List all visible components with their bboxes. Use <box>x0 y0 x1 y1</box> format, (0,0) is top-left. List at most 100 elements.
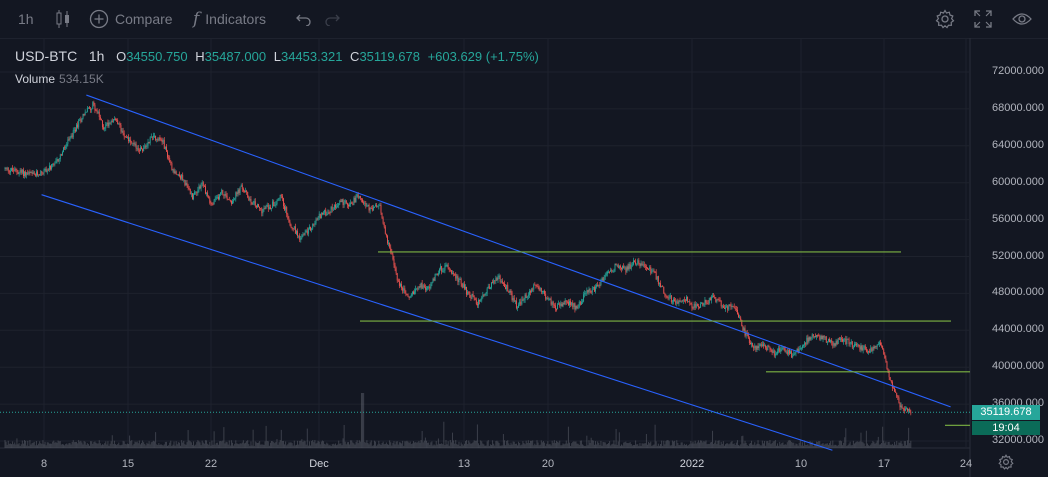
candle-body <box>226 195 228 200</box>
redo-button[interactable] <box>324 0 340 38</box>
candle-body <box>822 335 824 340</box>
candle-body <box>444 265 446 271</box>
volume-bar <box>794 445 796 448</box>
candle-body <box>727 306 729 310</box>
candle-body <box>467 291 469 295</box>
candle-body <box>117 120 119 125</box>
hide-drawings-button[interactable] <box>1012 0 1032 38</box>
candle-body <box>403 288 405 291</box>
candle-body <box>100 119 102 121</box>
candle-body <box>74 129 76 132</box>
fullscreen-button[interactable] <box>974 0 992 38</box>
candle-body <box>261 209 263 214</box>
volume-bar <box>343 424 345 448</box>
candle-body <box>733 306 735 309</box>
volume-bar <box>99 443 101 448</box>
candle-body <box>423 285 425 287</box>
volume-bar <box>903 441 905 448</box>
candle-body <box>161 139 163 143</box>
symbol-name[interactable]: USD-BTC <box>15 48 78 64</box>
candle-body <box>417 288 419 290</box>
volume-bar <box>434 445 436 448</box>
price-chart[interactable] <box>0 38 1048 477</box>
volume-bar <box>129 435 131 448</box>
candle-body <box>39 174 41 176</box>
volume-bar <box>577 443 579 448</box>
candle-body <box>180 176 181 179</box>
undo-button[interactable] <box>296 0 312 38</box>
candle-body <box>549 298 551 300</box>
volume-bar <box>359 441 361 448</box>
candle-body <box>110 120 112 124</box>
axis-settings-button[interactable] <box>998 454 1014 475</box>
candle-body <box>559 303 561 306</box>
channel-upper-trendline[interactable] <box>86 94 951 408</box>
volume-bar <box>302 441 304 448</box>
candle-body <box>651 270 653 274</box>
chart-canvas[interactable]: USD-BTC 1h O34550.750 H35487.000 L34453.… <box>0 38 1048 477</box>
volume-bar <box>732 444 734 448</box>
volume-bar <box>119 445 121 448</box>
volume-bar <box>54 442 56 448</box>
candle-body <box>220 193 222 195</box>
volume-bar <box>29 440 31 448</box>
volume-bar <box>662 445 664 448</box>
interval-button[interactable]: 1h <box>18 0 34 38</box>
volume-bar <box>552 442 554 448</box>
candle-body <box>752 343 754 347</box>
volume-bar <box>745 442 747 448</box>
volume-bar <box>544 442 546 448</box>
candle-body <box>159 137 161 140</box>
volume-bar <box>239 443 241 448</box>
volume-bar <box>176 444 178 448</box>
volume-bar <box>347 442 349 448</box>
candle-body <box>742 326 744 331</box>
candle-body <box>228 199 230 201</box>
volume-bar <box>298 444 300 448</box>
candle-body <box>325 209 327 216</box>
volume-bar <box>632 445 634 448</box>
candle-body <box>884 354 886 359</box>
compare-button[interactable]: Compare <box>89 0 173 38</box>
candle-body <box>796 348 798 351</box>
candle-body <box>400 284 401 286</box>
volume-bar <box>133 443 135 448</box>
volume-bar <box>582 444 584 448</box>
volume-bar <box>89 445 91 448</box>
candle-body <box>445 265 447 266</box>
volume-bar <box>655 441 657 448</box>
candle-body <box>294 226 296 234</box>
candle-body <box>793 353 795 356</box>
candle-body <box>317 217 319 220</box>
volume-bar <box>548 444 550 448</box>
candle-body <box>201 182 203 184</box>
compare-label: Compare <box>115 11 173 27</box>
chart-type-button[interactable] <box>55 0 71 38</box>
volume-bar <box>440 443 442 448</box>
volume-bar <box>360 393 362 448</box>
volume-bar <box>276 439 278 448</box>
candle-body <box>46 169 48 173</box>
volume-bar <box>204 440 206 448</box>
candle-body <box>815 336 816 338</box>
candle-body <box>909 409 911 413</box>
settings-button[interactable] <box>935 0 955 38</box>
volume-bar <box>325 444 327 448</box>
indicators-button[interactable]: f Indicators <box>193 0 266 38</box>
volume-bar <box>887 441 889 448</box>
volume-bar <box>725 444 727 448</box>
candle-body <box>675 301 677 304</box>
ohlc-legend: USD-BTC 1h O34550.750 H35487.000 L34453.… <box>15 48 539 64</box>
volume-bar <box>115 444 117 448</box>
candle-body <box>470 297 472 299</box>
volume-bar <box>370 440 372 448</box>
candle-body <box>116 119 118 121</box>
volume-bar <box>428 442 430 448</box>
volume-bar <box>545 445 547 448</box>
candle-body <box>229 199 231 201</box>
candle-body <box>664 293 666 296</box>
candle-body <box>785 351 787 353</box>
candle-body <box>670 295 672 303</box>
volume-bar <box>827 444 829 448</box>
channel-lower-trendline[interactable] <box>41 194 833 451</box>
